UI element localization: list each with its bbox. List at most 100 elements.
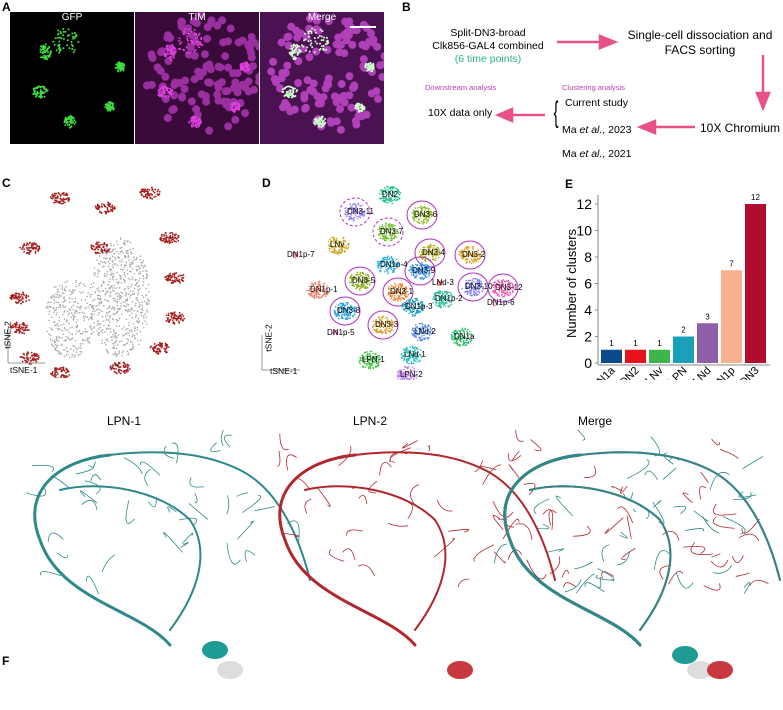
gfp-label: GFP [61, 12, 83, 23]
source-line2: Clk856-GAL4 combined [432, 40, 544, 52]
cluster-label: DN3-11 [347, 207, 374, 216]
gray-cells [45, 279, 96, 359]
red-cluster [49, 191, 71, 205]
bar-lnd [697, 323, 718, 363]
d-ylabel: tSNE-2 [263, 324, 274, 352]
cluster-label: DN1p-3 [405, 302, 433, 311]
red-cluster [159, 231, 180, 245]
cell-cluster [313, 115, 327, 128]
y-tick-label: 2 [584, 329, 592, 345]
neuron-lpn1 [26, 430, 311, 647]
cluster-dn3-8 [333, 301, 357, 321]
x-tick-label: DN1a [589, 364, 618, 380]
cluster-dn1a [450, 327, 473, 347]
tsne-plot-c [7, 186, 186, 378]
tim-label: TIM [188, 12, 206, 23]
cluster-label: DN3-9 [412, 266, 436, 275]
data-label: 1 [633, 339, 638, 348]
soma [202, 641, 228, 659]
cell-cluster [114, 61, 126, 73]
cluster-dn3-4 [418, 243, 442, 263]
cluster-label: DN3-12 [495, 283, 523, 292]
red-cluster [139, 186, 161, 200]
cluster-label: DN1p-7 [287, 250, 315, 259]
panel-label-a: A [2, 0, 11, 14]
gray-cells [89, 237, 150, 358]
red-cluster [164, 272, 185, 285]
soma [447, 661, 473, 679]
cell-cluster [32, 85, 49, 99]
data-label: 7 [729, 259, 734, 268]
tsne-plot-d [261, 185, 519, 380]
cluster-dn1p-2 [432, 290, 455, 309]
clustering-header: Clustering analysis [562, 83, 625, 92]
cluster-dn3-2 [458, 245, 482, 265]
cell-cluster [39, 43, 52, 61]
merge-label: Merge [307, 12, 337, 23]
tim-image: TIM [135, 12, 259, 144]
cluster-dn3-1 [387, 282, 410, 302]
panel-label-b: B [402, 0, 411, 14]
cell-cluster [301, 27, 330, 54]
soma [672, 646, 698, 664]
x-tick-label: DN2 [618, 365, 642, 380]
cluster-dn3-5 [348, 271, 371, 291]
neuron-renderings [26, 430, 781, 679]
x-tick-label: LNd [691, 365, 714, 380]
panel-label-e: E [565, 177, 574, 191]
cluster-label: DN1p-4 [380, 260, 408, 269]
f-title-lpn1: LPN-1 [107, 414, 142, 428]
ref-2021: Ma et al., 2021 [562, 148, 632, 160]
downstream-header: Downstream analysis [425, 83, 497, 92]
cluster-label: DN3-10 [465, 282, 493, 291]
f-title-merge: Merge [578, 414, 613, 428]
gfp-image: GFP [10, 12, 134, 144]
cluster-outline [382, 277, 414, 307]
neuron-merge-lpn2 [492, 438, 781, 647]
x-tick-label: LNv [643, 364, 666, 380]
cluster-dn1p-1 [306, 280, 330, 300]
x-tick-label: LPN [666, 365, 690, 380]
data-label: 2 [681, 326, 686, 335]
cluster-label: DN3-5 [352, 276, 376, 285]
cluster-dn2 [378, 185, 402, 205]
cluster-dn1p-4 [376, 255, 399, 275]
ref-current: Current study [565, 97, 629, 109]
workflow-arrows [494, 34, 771, 135]
red-cluster [90, 241, 110, 255]
cluster-outline [404, 256, 436, 286]
neuron-merge-lpn1 [494, 430, 781, 647]
x-tick-label: DN3 [738, 365, 762, 380]
bar-dn1a [601, 349, 622, 363]
red-cluster [19, 351, 40, 365]
cluster-lpn-2 [396, 365, 418, 380]
data-label: 12 [751, 193, 760, 202]
x-tick-label: DN1p [709, 365, 737, 380]
cluster-lnd-3 [436, 280, 444, 287]
bar-dn1p [721, 270, 742, 363]
cluster-label: LNd-1 [404, 350, 426, 359]
cell-cluster [104, 101, 115, 112]
c-ylabel: tSNE-2 [2, 321, 13, 349]
cluster-lnd-2 [411, 322, 434, 342]
y-tick-label: 6 [584, 276, 592, 292]
cell-cluster [288, 43, 302, 61]
cell-cluster [230, 101, 241, 113]
bar-dn2 [625, 349, 646, 363]
cluster-label: DN3-7 [380, 227, 404, 236]
cluster-label: DN1a [454, 332, 475, 341]
c-xlabel: tSNE-1 [10, 365, 38, 375]
red-cluster [9, 291, 31, 305]
red-cluster [94, 201, 116, 215]
cell-cluster [157, 85, 174, 99]
cluster-label: DN1p-5 [327, 328, 355, 337]
red-cluster [9, 321, 30, 335]
bar-lpn [673, 336, 694, 363]
step-10x: 10X Chromium [700, 121, 781, 135]
cluster-label: DN2 [382, 190, 399, 199]
red-cluster [19, 241, 41, 255]
source-line1: Split-DN3-broad [450, 27, 526, 39]
panel-label-c: C [2, 176, 11, 190]
cluster-dn3-9 [408, 261, 432, 280]
cluster-outline [487, 273, 519, 303]
